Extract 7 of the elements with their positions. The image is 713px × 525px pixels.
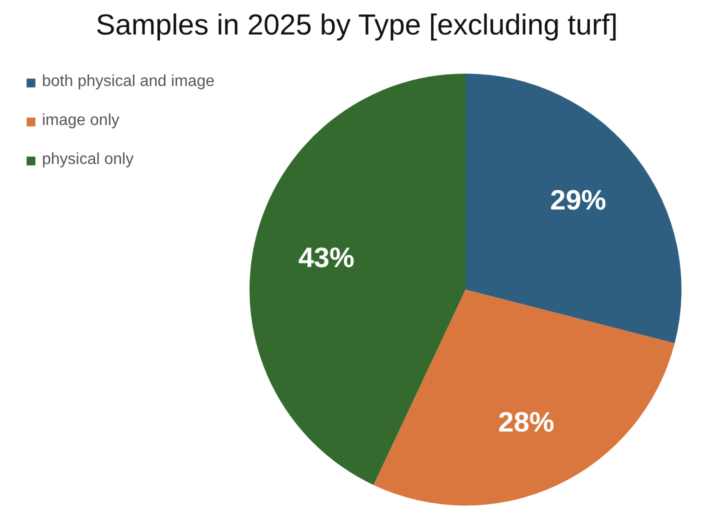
chart-title: Samples in 2025 by Type [excluding turf] [96,10,618,42]
legend-label: both physical and image [42,73,215,91]
legend-label: image only [42,112,120,130]
data-label: 29% [550,184,606,216]
data-label: 28% [498,406,554,438]
data-label: 43% [298,242,354,274]
legend-label: physical only [42,151,134,169]
